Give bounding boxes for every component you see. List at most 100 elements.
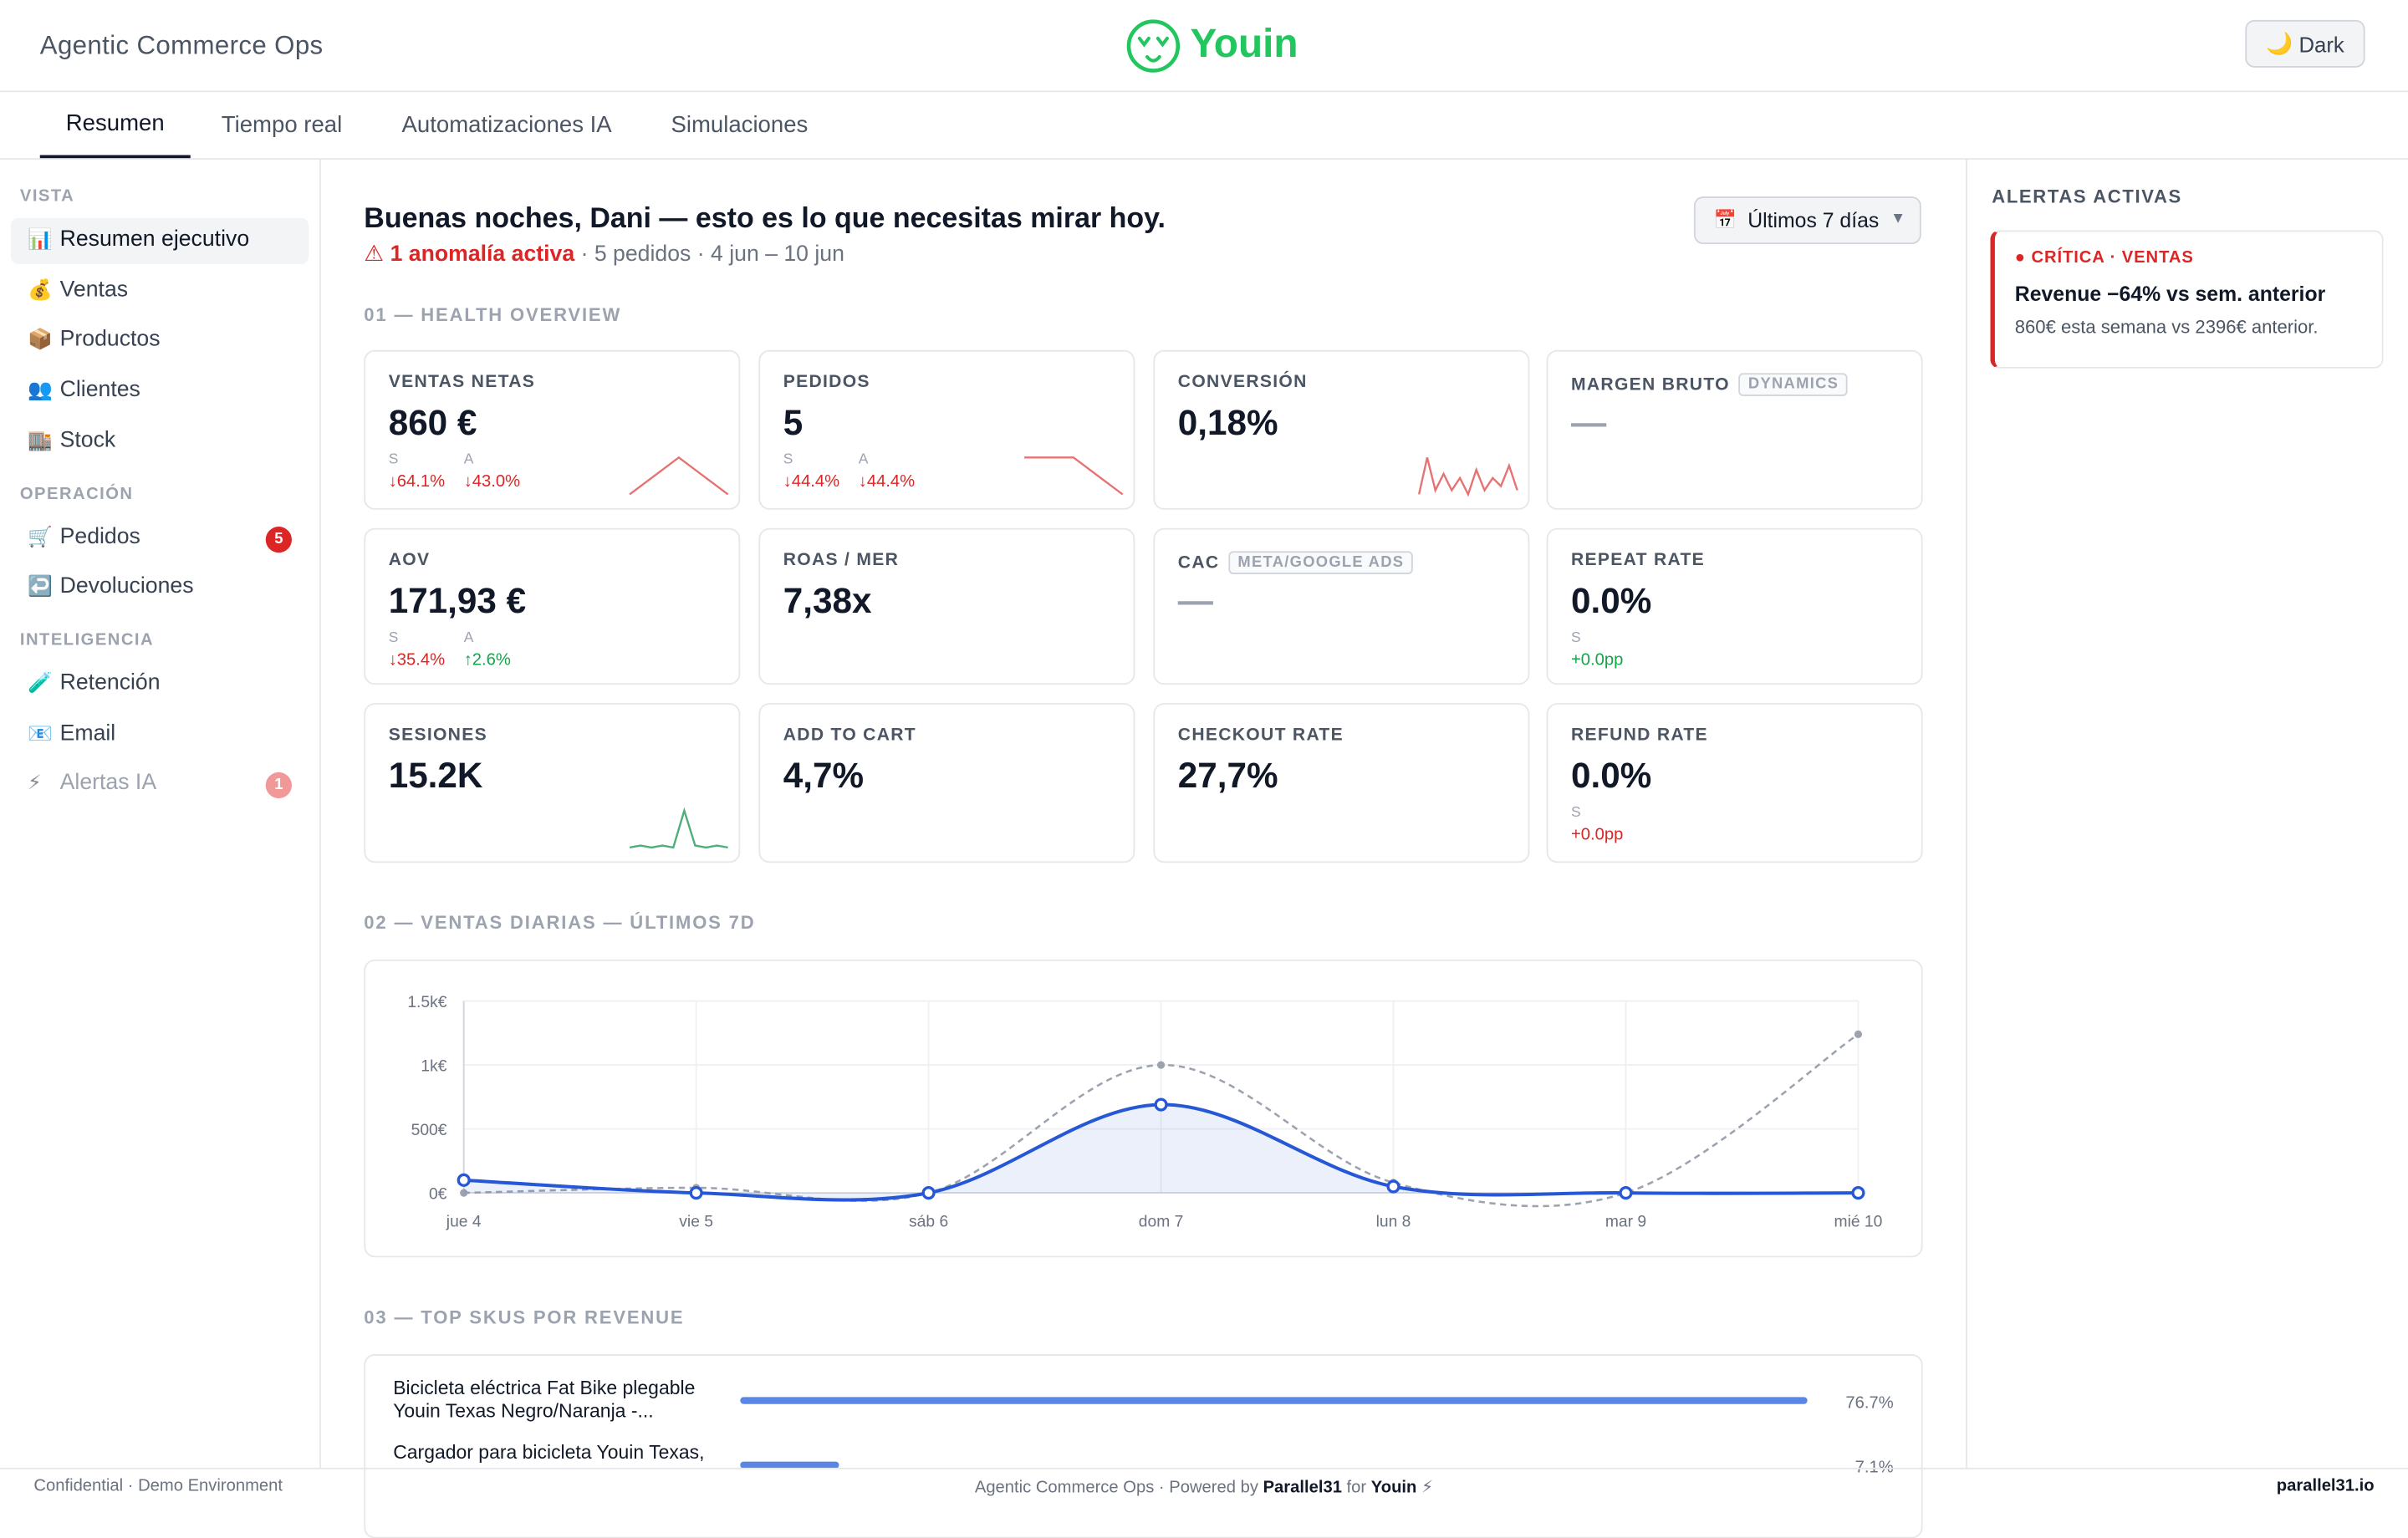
kpi-label-row: CONVERSIÓN: [1178, 373, 1308, 391]
kpi-label-row: CAC META/GOOGLE ADS: [1178, 551, 1414, 574]
kpi-label: PEDIDOS: [783, 373, 870, 392]
kpi-label-row: PEDIDOS: [783, 373, 870, 391]
kpi-delta-period: S: [388, 629, 399, 647]
kpi-label: SESIONES: [388, 726, 487, 745]
footer-part: for: [1341, 1478, 1371, 1497]
sku-name: Bicicleta eléctrica Fat Bike plegable Yo…: [393, 1377, 696, 1422]
sidebar-icon: 📧: [28, 721, 53, 745]
page: Agentic Commerce Ops {"header":{"brand":…: [0, 19, 2408, 1538]
kpi-label: MARGEN BRUTO: [1570, 375, 1730, 395]
sidebar-icon: ↩️: [28, 574, 53, 598]
kpi-value: 7,38x: [783, 580, 872, 621]
tab[interactable]: Resumen: [39, 92, 191, 159]
kpi-delta-period: S: [783, 451, 793, 469]
logo-text: Youin: [1190, 19, 1298, 66]
kpi-delta-period: S: [1570, 804, 1581, 822]
alert-card[interactable]: ● CRÍTICA · VENTAS Revenue −64% vs sem. a…: [1990, 230, 2384, 369]
sidebar-label: Devoluciones: [59, 574, 194, 599]
sidebar-item[interactable]: 💰 Ventas: [11, 268, 309, 314]
tab[interactable]: Tiempo real: [221, 112, 343, 139]
sparkline: [629, 456, 729, 496]
summary-line: ⚠ 1 anomalía activa · 5 pedidos · 4 jun …: [364, 242, 844, 267]
kpi-value: 5: [783, 402, 804, 442]
kpi-label: AOV: [388, 551, 431, 570]
kpi-value: 0.0%: [1570, 580, 1652, 621]
range-picker[interactable]: 📅 Últimos 7 días ▼: [1693, 196, 1921, 245]
sparkline-line: [1024, 456, 1124, 496]
sparkline: [1417, 457, 1518, 497]
tab[interactable]: Simulaciones: [671, 112, 809, 139]
anomaly: ⚠ 1 anomalía activa: [364, 242, 575, 267]
kpi-label: ROAS / MER: [783, 551, 900, 570]
kpi-value: —: [1177, 580, 1214, 621]
kpi-card: REFUND RATE 0.0% S +0.0pp: [1546, 703, 1923, 863]
kpi-card: ADD TO CART 4,7%: [758, 703, 1135, 863]
sidebar-item[interactable]: ⚡ Alertas IA 1: [11, 762, 309, 808]
kpi-label-row: ADD TO CART: [783, 726, 916, 745]
summary-meta: · 5 pedidos · 4 jun – 10 jun: [574, 242, 844, 267]
footer-part: ⚡: [1416, 1478, 1434, 1497]
kpi-card: CONVERSIÓN 0,18%: [1153, 349, 1530, 510]
sidebar-icon: 💰: [28, 277, 53, 301]
section-title: 03 — TOP SKUS POR REVENUE: [364, 1306, 685, 1328]
sidebar-badge: 1: [265, 772, 292, 799]
logo-eyes: [1137, 36, 1169, 63]
kpi-delta: ↓43.0%: [463, 472, 521, 491]
tab[interactable]: Automatizaciones IA: [401, 112, 612, 139]
kpi-label-row: REFUND RATE: [1571, 726, 1708, 745]
kpi-card: PEDIDOS 5 S ↓44.4% A ↓44.4%: [758, 349, 1135, 510]
footer-part: Agentic Commerce Ops · Powered by: [974, 1478, 1263, 1497]
sparkline: [629, 807, 728, 849]
range-caret: ▼: [1890, 210, 1906, 227]
sidebar-item[interactable]: 📊 Resumen ejecutivo: [10, 217, 309, 264]
alert-tag: ● CRÍTICA · VENTAS: [2014, 248, 2194, 267]
kpi-card: SESIONES 15.2K: [364, 703, 741, 863]
kpi-label-row: VENTAS NETAS: [389, 373, 535, 391]
kpi-label: CHECKOUT RATE: [1177, 726, 1344, 745]
sidebar-label: Retención: [59, 670, 161, 695]
kpi-value: 0,18%: [1177, 402, 1278, 442]
sidebar-icon: 📦: [28, 327, 53, 351]
sidebar-section-title: VISTA: [19, 187, 75, 206]
greeting: Buenas noches, Dani — esto es lo que nec…: [364, 201, 1166, 234]
kpi-card: REPEAT RATE 0.0% S +0.0pp: [1546, 527, 1923, 685]
theme-label: Dark: [2298, 31, 2344, 57]
sidebar-icon: 🧪: [28, 670, 53, 695]
kpi-delta: +0.0pp: [1570, 826, 1624, 845]
kpi-label-row: REPEAT RATE: [1571, 551, 1705, 569]
kpi-label: CONVERSIÓN: [1177, 373, 1308, 392]
sidebar-item[interactable]: 🛒 Pedidos 5: [11, 515, 309, 561]
chart-card: [364, 959, 1923, 1258]
sidebar-item[interactable]: 🧪 Retención: [11, 661, 309, 707]
kpi-value: —: [1570, 402, 1607, 442]
kpi-value: 0.0%: [1570, 755, 1652, 796]
kpi-card: VENTAS NETAS 860 € S ↓64.1% A ↓43.0%: [364, 349, 741, 510]
section-title: 01 — HEALTH OVERVIEW: [364, 303, 622, 326]
sidebar-icon: 🏬: [28, 428, 53, 451]
kpi-label: REFUND RATE: [1570, 726, 1708, 745]
kpi-label-row: AOV: [389, 551, 431, 569]
kpi-delta: ↓35.4%: [388, 650, 446, 670]
kpi-label: VENTAS NETAS: [388, 373, 536, 392]
sidebar-label: Ventas: [59, 277, 129, 303]
kpi-label: CAC: [1177, 553, 1220, 573]
kpi-value: 4,7%: [783, 755, 865, 796]
kpi-card: MARGEN BRUTO DYNAMICS —: [1546, 349, 1923, 510]
kpi-delta: ↓44.4%: [783, 472, 840, 491]
kpi-delta-period: S: [1570, 629, 1581, 647]
sidebar-item[interactable]: 🏬 Stock: [11, 419, 309, 465]
theme-button[interactable]: 🌙 Dark: [2245, 19, 2365, 68]
sidebar-item[interactable]: 📦 Productos: [11, 318, 309, 364]
footer-left: Confidential · Demo Environment: [33, 1476, 283, 1495]
sidebar-item[interactable]: 📧 Email: [11, 711, 309, 757]
sidebar-label: Resumen ejecutivo: [59, 227, 250, 252]
sidebar-section-title: INTELIGENCIA: [19, 630, 155, 649]
footer-part: Youin: [1370, 1478, 1417, 1497]
sidebar-icon: 🛒: [28, 524, 53, 547]
sidebar-item[interactable]: 👥 Clientes: [11, 369, 309, 415]
kpi-delta-period: A: [463, 451, 474, 469]
logo-ring: [1126, 19, 1181, 73]
sidebar-label: Alertas IA: [59, 771, 157, 796]
sidebar-item[interactable]: ↩️ Devoluciones: [11, 565, 309, 611]
alerts-title: ALERTAS ACTIVAS: [1992, 186, 2182, 207]
